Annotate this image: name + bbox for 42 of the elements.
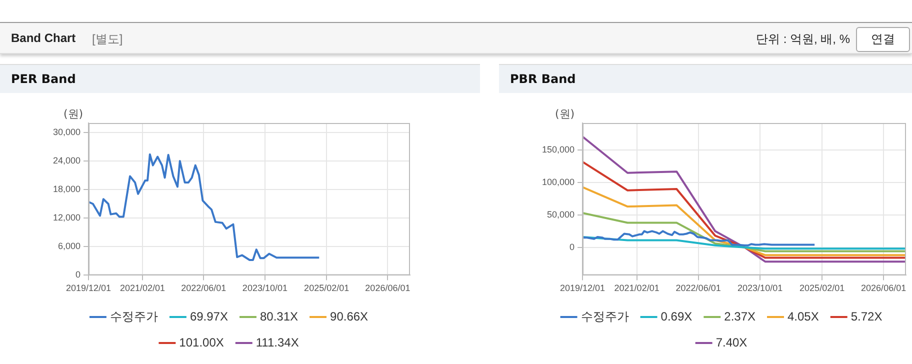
chart-title: PBR Band — [499, 64, 912, 93]
text: [별도] — [92, 31, 123, 48]
text: Band Chart — [11, 31, 76, 45]
y-tick-label: 24,000 — [52, 156, 81, 166]
legend-label: 69.97X — [190, 309, 228, 324]
y-tick-label: 6,000 — [58, 241, 81, 252]
legend-label: 90.66X — [330, 309, 368, 324]
legend-label: 80.31X — [260, 309, 298, 324]
legend-label: 4.05X — [788, 309, 819, 324]
legend-label: 7.40X — [716, 335, 748, 350]
chart-title: PER Band — [0, 64, 480, 93]
x-tick-label: 2026/06/01 — [861, 283, 906, 294]
y-tick-label: 100,000 — [542, 177, 575, 188]
legend-label: 0.69X — [660, 309, 692, 324]
text: 연결 — [856, 27, 910, 52]
x-tick-label: 2025/02/01 — [304, 283, 350, 294]
y-tick-label: 12,000 — [52, 212, 81, 223]
y-axis-title: (원) — [554, 107, 575, 120]
x-tick-label: 2021/02/01 — [120, 283, 165, 294]
legend-label: 수정주가 — [580, 309, 629, 324]
legend-label: 101.00X — [179, 335, 224, 350]
text: 단위 : 억원, 배, % — [756, 31, 850, 48]
x-tick-label: 2022/06/01 — [676, 283, 721, 294]
x-tick-label: 2026/06/01 — [365, 283, 410, 294]
y-tick-label: 18,000 — [52, 184, 81, 194]
legend-label: 111.34X — [256, 335, 299, 350]
y-axis-title: (원) — [63, 107, 84, 120]
y-tick-label: 150,000 — [542, 144, 575, 155]
x-tick-label: 2022/06/01 — [181, 283, 226, 294]
legend-label: 2.37X — [724, 309, 756, 324]
x-tick-label: 2019/12/01 — [66, 283, 112, 294]
x-tick-label: 2025/02/01 — [800, 283, 845, 294]
y-tick-label: 0 — [76, 270, 81, 280]
x-tick-label: 2019/12/01 — [560, 283, 606, 294]
x-tick-label: 2023/10/01 — [242, 283, 288, 294]
y-tick-label: 50,000 — [547, 209, 575, 220]
legend-label: 수정주가 — [110, 309, 158, 324]
x-tick-label: 2023/10/01 — [738, 283, 783, 294]
x-tick-label: 2021/02/01 — [614, 283, 660, 294]
y-tick-label: 30,000 — [52, 126, 81, 137]
legend-label: 5.72X — [850, 309, 882, 324]
y-tick-label: 0 — [570, 242, 575, 252]
